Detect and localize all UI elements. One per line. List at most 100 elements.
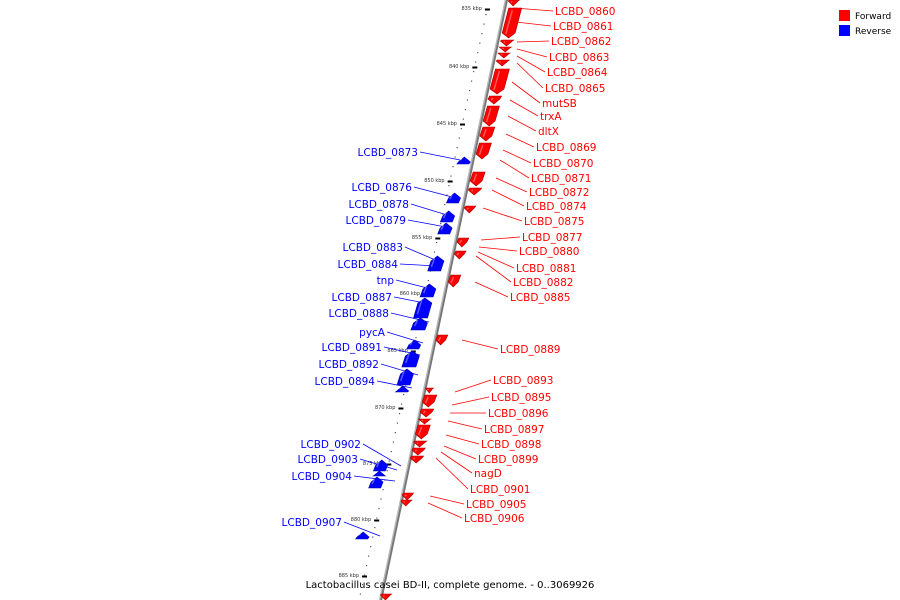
minor-tick [392, 441, 394, 443]
gene-label-reverse: LCBD_0888 [329, 308, 389, 320]
kbp-tick-label: 885 kbp [339, 573, 359, 579]
forward-gene [467, 187, 483, 196]
gene-label-forward: LCBD_0893 [493, 375, 553, 387]
leader-line [386, 331, 424, 344]
forward-gene [400, 499, 413, 507]
leader-line [362, 443, 402, 467]
minor-tick [403, 394, 405, 396]
gene-label-forward: mutSB [542, 98, 577, 110]
reverse-gene [355, 531, 370, 540]
gene-label-forward: LCBD_0869 [536, 142, 596, 154]
forward-gene [419, 408, 435, 418]
forward-gene [435, 334, 449, 346]
gene-label-forward: LCBD_0877 [522, 232, 582, 244]
gene-label-forward: LCBD_0871 [531, 173, 591, 185]
leader-line [516, 55, 546, 73]
forward-gene [469, 171, 486, 187]
gene-label-forward: LCBD_0898 [481, 439, 541, 451]
minor-tick [359, 593, 362, 595]
leader-line [443, 445, 477, 460]
gene-label-forward: nagD [474, 468, 502, 480]
forward-gene-shade [426, 388, 430, 391]
forward-gene-shade [450, 276, 455, 284]
reverse-gene [427, 255, 445, 272]
reverse-gene-shade [376, 461, 380, 468]
kbp-tick-mark [386, 463, 392, 466]
gene-label-forward: trxA [540, 111, 562, 123]
forward-gene-shade [485, 107, 492, 123]
reverse-gene-shade [440, 224, 445, 231]
minor-tick [460, 128, 462, 130]
gene-label-forward: LCBD_0863 [549, 52, 609, 64]
gene-label-reverse: LCBD_0878 [349, 199, 409, 211]
reverse-gene-shade [414, 319, 419, 327]
minor-tick [458, 137, 460, 139]
leader-line [445, 434, 480, 445]
gene-label-forward: LCBD_0882 [513, 277, 573, 289]
minor-tick [363, 574, 366, 576]
leader-line [499, 159, 530, 179]
legend-label: Reverse [855, 27, 892, 37]
gene-label-forward: LCBD_0862 [551, 36, 611, 48]
forward-gene-shade [417, 426, 423, 436]
forward-gene [499, 39, 515, 47]
gene-label-forward: LCBD_0906 [464, 513, 525, 525]
leader-line [505, 133, 535, 148]
kbp-tick-label: 835 kbp [462, 6, 482, 12]
minor-tick [390, 451, 392, 453]
minor-tick [433, 251, 436, 253]
reverse-gene [439, 210, 456, 223]
leader-line [507, 115, 537, 132]
minor-tick [435, 242, 438, 244]
gene-label-forward: LCBD_0860 [555, 6, 615, 18]
minor-tick [452, 166, 454, 168]
forward-gene-shade [413, 457, 416, 460]
kbp-tick-mark [472, 66, 478, 69]
reverse-gene-shade [449, 194, 453, 200]
minor-tick [470, 80, 473, 82]
minor-tick [378, 508, 380, 510]
minor-tick [374, 527, 376, 529]
forward-gene-shade [500, 53, 503, 56]
forward-gene [413, 440, 428, 448]
minor-tick [454, 156, 456, 158]
minor-tick [481, 33, 483, 35]
reverse-gene-shade [459, 158, 463, 161]
leader-line [413, 186, 453, 198]
forward-gene-shade [472, 173, 478, 183]
forward-gene-shade [471, 189, 474, 192]
gene-features [355, 0, 523, 600]
gene-label-forward: LCBD_0897 [484, 424, 544, 436]
reverse-gene [394, 385, 410, 393]
forward-gene [489, 68, 510, 95]
forward-gene [482, 105, 500, 127]
gene-label-forward: LCBD_0896 [488, 408, 549, 420]
gene-label-reverse: LCBD_0879 [346, 215, 406, 227]
forward-gene [424, 387, 435, 394]
kbp-tick-mark [374, 519, 380, 522]
reverse-gene [401, 350, 420, 368]
leader-line [440, 451, 473, 474]
reverse-gene [410, 317, 428, 331]
reverse-gene [419, 283, 437, 298]
forward-gene [501, 7, 523, 39]
reverse-gene-shade [358, 533, 361, 536]
forward-gene [421, 394, 438, 408]
leader-line [410, 203, 448, 216]
forward-gene [411, 447, 426, 456]
gene-label-reverse: LCBD_0883 [343, 242, 403, 254]
minor-tick [485, 14, 487, 16]
minor-tick [415, 337, 417, 339]
leader-line [516, 62, 544, 89]
gene-label-forward: LCBD_0870 [533, 158, 593, 170]
reverse-gene-shade [405, 352, 410, 364]
reverse-gene-shade [442, 212, 447, 219]
reverse-gene-shade [416, 299, 423, 315]
reverse-gene [372, 470, 387, 477]
gene-label-reverse: LCBD_0904 [292, 471, 353, 483]
gene-label-reverse: LCBD_0873 [358, 147, 418, 159]
reverse-gene [396, 368, 414, 386]
minor-tick [365, 565, 368, 567]
minor-tick [473, 71, 475, 73]
leader-line [376, 380, 413, 389]
